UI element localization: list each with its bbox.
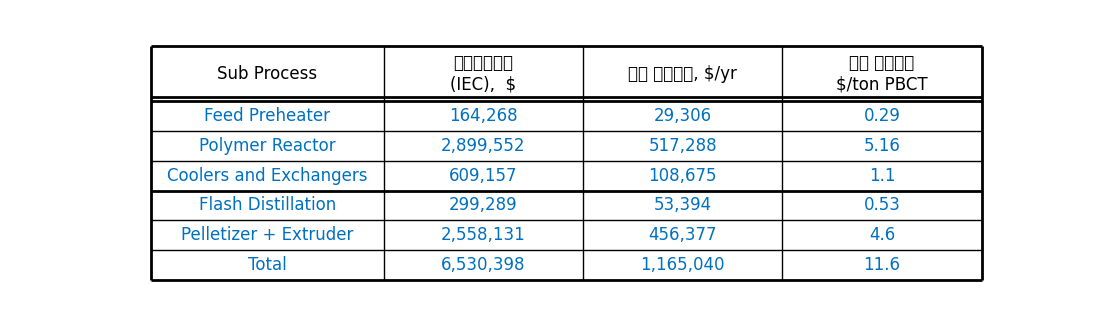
Text: 장치구매비용
(IEC),  $: 장치구매비용 (IEC), $ [450,54,516,93]
Text: 0.53: 0.53 [863,196,901,214]
Text: Sub Process: Sub Process [218,65,317,83]
Text: Polymer Reactor: Polymer Reactor [199,137,336,155]
Text: Total: Total [248,256,286,274]
Text: 456,377: 456,377 [649,226,717,244]
Text: 5.16: 5.16 [863,137,901,155]
Text: 517,288: 517,288 [649,137,717,155]
Text: 108,675: 108,675 [649,167,717,185]
Text: 1.1: 1.1 [869,167,895,185]
Text: 53,394: 53,394 [653,196,712,214]
Text: 연간 투자비용, $/yr: 연간 투자비용, $/yr [628,65,737,83]
Text: 4.6: 4.6 [869,226,895,244]
Text: 609,157: 609,157 [449,167,517,185]
Text: 2,899,552: 2,899,552 [441,137,526,155]
Text: Coolers and Exchangers: Coolers and Exchangers [167,167,368,185]
Text: 연간 투자비용
$/ton PBCT: 연간 투자비용 $/ton PBCT [836,54,928,93]
Text: 11.6: 11.6 [863,256,901,274]
Text: 0.29: 0.29 [863,107,901,125]
Text: 6,530,398: 6,530,398 [441,256,526,274]
Text: 164,268: 164,268 [449,107,517,125]
Text: Flash Distillation: Flash Distillation [199,196,336,214]
Text: 29,306: 29,306 [653,107,712,125]
Text: Pelletizer + Extruder: Pelletizer + Extruder [181,226,354,244]
Text: Feed Preheater: Feed Preheater [204,107,330,125]
Text: 2,558,131: 2,558,131 [441,226,526,244]
Text: 299,289: 299,289 [449,196,517,214]
Text: 1,165,040: 1,165,040 [641,256,725,274]
